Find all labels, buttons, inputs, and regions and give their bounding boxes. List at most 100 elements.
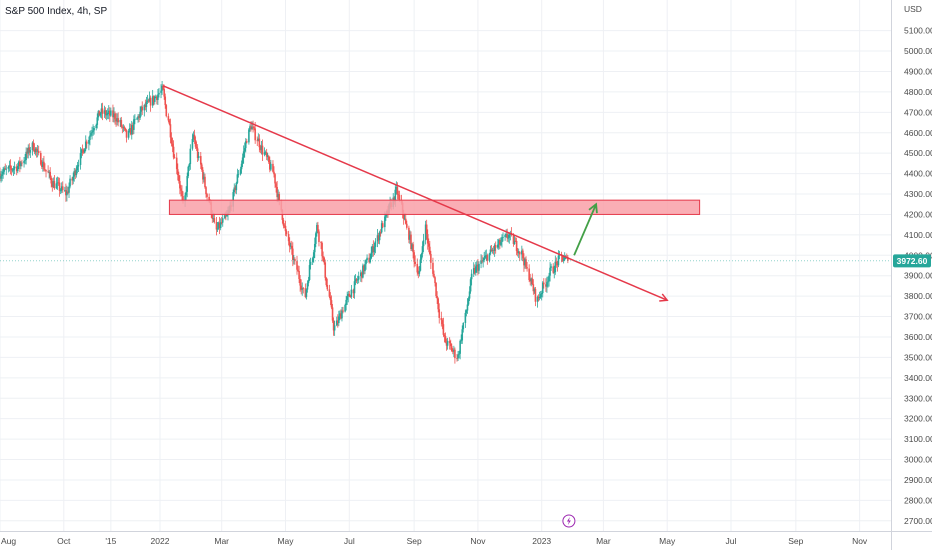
candle-body <box>556 262 559 266</box>
candle-body <box>422 240 425 247</box>
candle-body <box>426 234 429 244</box>
projection-arrow[interactable] <box>573 203 597 256</box>
candle-body <box>204 176 206 188</box>
candle-body <box>19 161 21 167</box>
candle-body <box>24 160 26 161</box>
candle-body <box>208 196 210 202</box>
candle-body <box>123 126 126 129</box>
y-tick-label: 3200.00 <box>904 414 932 424</box>
candle-body <box>171 143 174 147</box>
candle-body <box>435 283 437 296</box>
candle-body <box>321 242 323 257</box>
candle-body <box>170 137 173 144</box>
candle-body <box>562 259 565 261</box>
candle-body <box>336 320 339 324</box>
x-tick-label: Mar <box>214 536 229 546</box>
candle-body <box>424 224 427 241</box>
candle-body <box>374 241 377 247</box>
candle-body <box>104 110 107 116</box>
x-tick-label: Mar <box>596 536 611 546</box>
y-tick-label: 3700.00 <box>904 312 932 322</box>
candle-body <box>285 231 288 235</box>
candle-body <box>248 129 250 143</box>
candle-body <box>452 351 454 352</box>
candle-body <box>419 259 422 271</box>
candle-body <box>191 139 194 149</box>
candle-body <box>215 222 218 230</box>
candle-body <box>21 162 23 164</box>
candle-body <box>549 267 551 276</box>
candle-body <box>160 90 162 93</box>
candle-body <box>350 289 353 297</box>
candle-body <box>304 288 307 297</box>
x-tick-label: Jul <box>726 536 737 546</box>
candle-body <box>528 268 530 280</box>
candle-body <box>522 250 524 259</box>
candle-body <box>205 187 207 195</box>
candle-body <box>112 110 114 118</box>
candle-body <box>184 195 186 202</box>
candle-body <box>71 178 73 181</box>
x-tick-label: May <box>277 536 294 546</box>
candle-body <box>418 270 421 274</box>
candle-body <box>433 273 435 278</box>
candle-body <box>491 250 494 251</box>
candle-body <box>325 277 328 285</box>
candle-body <box>368 257 370 263</box>
candle-body <box>83 149 86 153</box>
candle-body <box>540 293 543 295</box>
candle-body <box>557 255 560 266</box>
candle-body <box>362 265 364 278</box>
y-tick-label: 4100.00 <box>904 230 932 240</box>
lightning-icon[interactable] <box>562 514 576 528</box>
candle-body <box>330 300 333 308</box>
candle-body <box>363 265 365 272</box>
candle-body <box>144 105 147 108</box>
candle-body <box>58 182 61 191</box>
candle-body <box>460 340 462 342</box>
candle-body <box>483 257 485 261</box>
candle-body <box>467 298 470 305</box>
candle-body <box>109 110 111 116</box>
candle-body <box>202 169 204 180</box>
time-axis[interactable]: Aug Oct '15 2022 Mar May Jul Sep Nov 2023 Mar May Ju… <box>1 536 868 546</box>
candle-body <box>241 157 244 164</box>
candle-body <box>454 349 456 359</box>
candle-body <box>145 102 148 108</box>
candle-body <box>29 150 32 153</box>
candle-body <box>79 153 82 165</box>
candle-body <box>357 276 360 280</box>
candle-body <box>402 212 405 219</box>
candle-body <box>50 177 53 184</box>
candle-body <box>478 263 480 271</box>
candle-body <box>504 235 506 238</box>
candle-body <box>493 245 496 251</box>
candle-body <box>384 216 386 228</box>
candle-body <box>398 194 401 200</box>
candle-body <box>113 113 115 118</box>
candle-body <box>432 262 434 274</box>
candle-body <box>413 252 415 262</box>
candle-body <box>444 336 447 343</box>
candle-body <box>296 261 298 270</box>
candle-body <box>434 277 436 284</box>
candle-body <box>547 281 549 283</box>
candle-body <box>143 105 146 111</box>
candle-body <box>531 278 534 285</box>
candle-body <box>186 176 188 192</box>
candle-body <box>75 170 78 176</box>
y-tick-label: 3300.00 <box>904 393 932 403</box>
candle-body <box>163 89 165 97</box>
downtrend-line[interactable] <box>162 85 668 301</box>
candle-body <box>552 266 555 273</box>
resistance-zone[interactable] <box>168 199 701 215</box>
candle-body <box>64 190 66 191</box>
candle-body <box>541 282 544 294</box>
candle-body <box>322 256 324 258</box>
candle-body <box>481 260 483 262</box>
candle-body <box>65 190 67 196</box>
candle-body <box>272 163 274 172</box>
x-tick-label: Aug <box>1 536 16 546</box>
